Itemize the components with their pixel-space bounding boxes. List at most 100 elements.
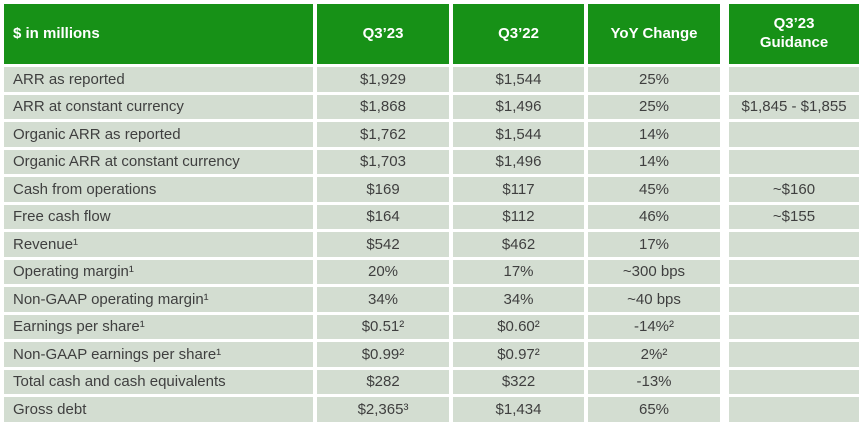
guidance-header-row: Q3’23 Guidance bbox=[729, 4, 859, 64]
cell-guidance bbox=[729, 232, 859, 257]
table-row: ARR at constant currency $1,868 $1,496 25% bbox=[4, 94, 720, 119]
cell-guidance: $1,845 - $1,855 bbox=[729, 94, 859, 119]
col-header-metric: $ in millions bbox=[4, 4, 313, 64]
guidance-row bbox=[729, 232, 859, 257]
row-label: Cash from operations bbox=[4, 177, 313, 202]
row-label: Organic ARR as reported bbox=[4, 122, 313, 147]
guidance-table: Q3’23 Guidance $1,845 - $1,855 ~$160 ~$155 bbox=[725, 1, 863, 425]
cell-yoy: 14% bbox=[588, 122, 720, 147]
table-row: Organic ARR as reported $1,762 $1,544 14% bbox=[4, 122, 720, 147]
cell-yoy: 17% bbox=[588, 232, 720, 257]
cell-q322: $1,544 bbox=[453, 122, 584, 147]
cell-q322: $462 bbox=[453, 232, 584, 257]
guidance-row bbox=[729, 314, 859, 339]
cell-guidance: ~$160 bbox=[729, 177, 859, 202]
guidance-header-line1: Q3’23 bbox=[773, 15, 815, 33]
guidance-row: ~$155 bbox=[729, 204, 859, 229]
table-row: Revenue¹ $542 $462 17% bbox=[4, 232, 720, 257]
row-label: Earnings per share¹ bbox=[4, 314, 313, 339]
cell-q323: $1,703 bbox=[317, 149, 449, 174]
cell-guidance: ~$155 bbox=[729, 204, 859, 229]
table-row: Gross debt $2,365³ $1,434 65% bbox=[4, 397, 720, 422]
row-label: Total cash and cash equivalents bbox=[4, 369, 313, 394]
cell-guidance bbox=[729, 287, 859, 312]
cell-guidance bbox=[729, 67, 859, 92]
cell-q322: $1,434 bbox=[453, 397, 584, 422]
header-row: $ in millions Q3’23 Q3’22 YoY Change bbox=[4, 4, 720, 64]
cell-yoy: ~40 bps bbox=[588, 287, 720, 312]
cell-yoy: 46% bbox=[588, 204, 720, 229]
cell-q323: $1,762 bbox=[317, 122, 449, 147]
table-row: Earnings per share¹ $0.51² $0.60² -14%² bbox=[4, 314, 720, 339]
col-header-q322: Q3’22 bbox=[453, 4, 584, 64]
cell-q322: $0.60² bbox=[453, 314, 584, 339]
row-label: Free cash flow bbox=[4, 204, 313, 229]
guidance-row bbox=[729, 342, 859, 367]
row-label: ARR as reported bbox=[4, 67, 313, 92]
guidance-row bbox=[729, 287, 859, 312]
cell-q322: $112 bbox=[453, 204, 584, 229]
guidance-table-body: $1,845 - $1,855 ~$160 ~$155 bbox=[729, 67, 859, 422]
table-row: Non-GAAP earnings per share¹ $0.99² $0.97²… bbox=[4, 342, 720, 367]
cell-guidance bbox=[729, 122, 859, 147]
cell-q323: 34% bbox=[317, 287, 449, 312]
cell-q322: $1,544 bbox=[453, 67, 584, 92]
table-row: Total cash and cash equivalents $282 $322-… bbox=[4, 369, 720, 394]
row-label: ARR at constant currency bbox=[4, 94, 313, 119]
cell-q323: $1,929 bbox=[317, 67, 449, 92]
cell-q323: $169 bbox=[317, 177, 449, 202]
cell-guidance bbox=[729, 314, 859, 339]
cell-q322: $117 bbox=[453, 177, 584, 202]
cell-yoy: 65% bbox=[588, 397, 720, 422]
cell-q323: $0.51² bbox=[317, 314, 449, 339]
guidance-row bbox=[729, 149, 859, 174]
guidance-row: $1,845 - $1,855 bbox=[729, 94, 859, 119]
cell-q323: $2,365³ bbox=[317, 397, 449, 422]
guidance-row bbox=[729, 122, 859, 147]
cell-yoy: ~300 bps bbox=[588, 259, 720, 284]
cell-guidance bbox=[729, 369, 859, 394]
cell-yoy: -14%² bbox=[588, 314, 720, 339]
cell-q322: 17% bbox=[453, 259, 584, 284]
cell-yoy: 25% bbox=[588, 67, 720, 92]
cell-yoy: -13% bbox=[588, 369, 720, 394]
col-header-yoy: YoY Change bbox=[588, 4, 720, 64]
col-header-q323: Q3’23 bbox=[317, 4, 449, 64]
cell-q322: $1,496 bbox=[453, 149, 584, 174]
table-row: Cash from operations $169 $117 45% bbox=[4, 177, 720, 202]
cell-q322: $1,496 bbox=[453, 94, 584, 119]
row-label: Non-GAAP earnings per share¹ bbox=[4, 342, 313, 367]
cell-q322: $0.97² bbox=[453, 342, 584, 367]
guidance-row bbox=[729, 259, 859, 284]
cell-guidance bbox=[729, 342, 859, 367]
col-header-guidance: Q3’23 Guidance bbox=[729, 4, 859, 64]
guidance-row bbox=[729, 369, 859, 394]
cell-q322: 34% bbox=[453, 287, 584, 312]
table-row: Operating margin¹ 20% 17% ~300 bps bbox=[4, 259, 720, 284]
cell-q323: $164 bbox=[317, 204, 449, 229]
row-label: Non-GAAP operating margin¹ bbox=[4, 287, 313, 312]
cell-yoy: 2%² bbox=[588, 342, 720, 367]
cell-q323: $0.99² bbox=[317, 342, 449, 367]
table-row: Organic ARR at constant currency $1,703 $1… bbox=[4, 149, 720, 174]
cell-q323: 20% bbox=[317, 259, 449, 284]
table-row: Free cash flow $164 $112 46% bbox=[4, 204, 720, 229]
cell-q323: $1,868 bbox=[317, 94, 449, 119]
cell-yoy: 25% bbox=[588, 94, 720, 119]
cell-yoy: 45% bbox=[588, 177, 720, 202]
table-row: ARR as reported $1,929 $1,544 25% bbox=[4, 67, 720, 92]
guidance-row: ~$160 bbox=[729, 177, 859, 202]
row-label: Gross debt bbox=[4, 397, 313, 422]
guidance-row bbox=[729, 67, 859, 92]
row-label: Organic ARR at constant currency bbox=[4, 149, 313, 174]
cell-yoy: 14% bbox=[588, 149, 720, 174]
guidance-header-line2: Guidance bbox=[759, 34, 829, 51]
guidance-row bbox=[729, 397, 859, 422]
cell-guidance bbox=[729, 397, 859, 422]
cell-q323: $282 bbox=[317, 369, 449, 394]
financial-table-body: ARR as reported $1,929 $1,544 25% ARR at con… bbox=[4, 67, 720, 422]
cell-q323: $542 bbox=[317, 232, 449, 257]
cell-guidance bbox=[729, 149, 859, 174]
cell-guidance bbox=[729, 259, 859, 284]
